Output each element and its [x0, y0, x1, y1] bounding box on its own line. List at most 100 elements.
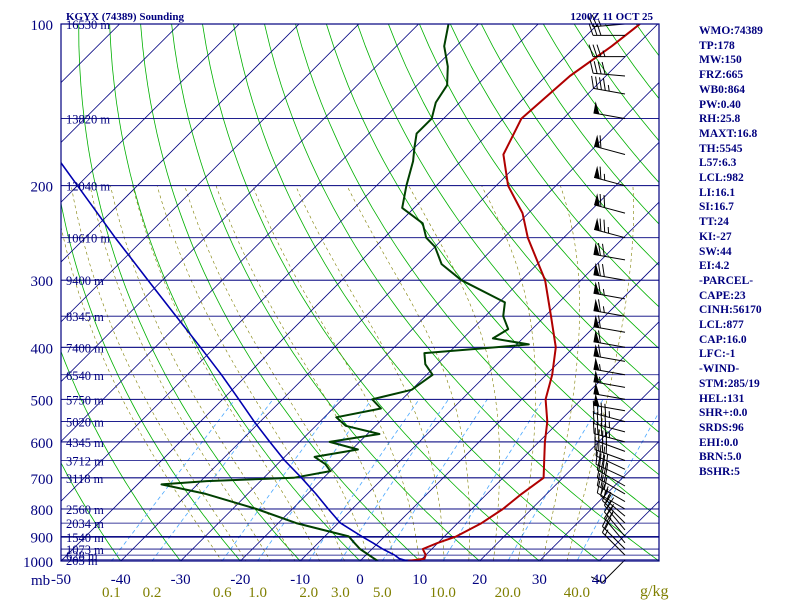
sounding-index: MAXT:16.8: [699, 127, 758, 140]
sounding-index: MW:150: [699, 54, 742, 67]
wind-barb-flag: [588, 23, 594, 36]
mixing-ratio-line: [442, 399, 544, 561]
moist-adiabat: [156, 185, 345, 561]
isotherm: [359, 261, 659, 561]
wind-barb: [593, 281, 626, 300]
isotherm: [120, 24, 659, 561]
mixing-ratio-label: 0.2: [143, 585, 162, 600]
wind-barb-flag: [598, 330, 601, 344]
temperature-tick-label: 40: [592, 572, 607, 588]
wind-barb-shaft: [604, 511, 626, 537]
sounding-index: TT:24: [699, 216, 729, 229]
sounding-index: SI:16.7: [699, 201, 734, 214]
wind-barb-pennant: [593, 344, 600, 357]
sounding-indices-panel: WMO:74389 TP:178 MW:150 FRZ:665 WB0:864 PW:0.…: [699, 24, 799, 480]
wind-barb-flag: [593, 61, 598, 74]
wind-barb-half-flag: [599, 364, 601, 371]
wind-barb-flag: [603, 461, 608, 475]
wind-barb-half-flag: [604, 529, 609, 536]
plot-frame: [60, 23, 660, 562]
wind-barb-flag: [596, 457, 601, 471]
mixing-ratio-label: 40.0: [564, 585, 590, 600]
wind-barb-shaft: [597, 492, 626, 510]
height-label: 3118 m: [66, 472, 104, 486]
wind-barb-flag: [596, 44, 602, 57]
wind-barb-flag: [595, 76, 598, 90]
wind-barb-shaft: [600, 495, 626, 517]
wind-barb-flag: [604, 403, 607, 417]
wind-barb-flag: [603, 477, 608, 490]
wind-barb-flag: [601, 514, 609, 527]
sounding-index: SHR+:0.0: [699, 407, 748, 420]
wind-barb-flag: [601, 61, 606, 75]
wind-barb: [596, 473, 626, 503]
wind-barb: [601, 514, 626, 550]
mixing-ratio-line: [110, 399, 236, 561]
height-label: 16530 m: [66, 18, 110, 32]
height-label: 6540 m: [66, 369, 104, 383]
moist-adiabat: [89, 185, 271, 561]
wind-barb-pennant: [593, 314, 600, 328]
wind-barb-flag: [592, 410, 595, 424]
wind-barb: [593, 217, 626, 239]
wind-barb-shaft: [593, 355, 626, 362]
wind-barb-flag: [600, 459, 604, 473]
wind-barb-half-flag: [609, 512, 614, 519]
pressure-tick-label: 200: [31, 180, 54, 196]
mixing-ratio-label: 1.0: [248, 585, 267, 600]
wind-barb: [593, 393, 626, 412]
wind-barb-flag: [602, 77, 606, 91]
moist-adiabat: [542, 185, 580, 561]
wind-barb-shaft: [593, 112, 626, 120]
wind-barb-flag: [602, 455, 606, 468]
wind-barb-half-flag: [602, 306, 605, 313]
wind-barb-shaft: [595, 455, 626, 470]
wind-barb-flag: [599, 135, 602, 149]
wind-barb-flag: [599, 453, 602, 467]
mixing-ratio-line: [381, 399, 488, 561]
height-label: 10610 m: [66, 232, 110, 246]
mixing-ratio-line: [308, 399, 420, 561]
pressure-tick-label: 700: [31, 472, 54, 488]
pressure-tick-label: 600: [31, 436, 54, 452]
wind-barb-flag: [600, 475, 604, 488]
temperature-tick-label: -40: [111, 572, 131, 588]
isotherm: [538, 440, 659, 561]
moist-adiabat: [61, 225, 223, 561]
wind-barb-flag: [595, 451, 598, 465]
sounding-index: HEL:131: [699, 392, 745, 405]
sounding-index: PW:0.40: [699, 98, 741, 111]
wind-barb-flag: [601, 520, 609, 533]
sounding-index: EI:4.2: [699, 260, 730, 273]
wind-barb-shaft: [594, 439, 626, 452]
wind-barb-half-flag: [607, 84, 610, 92]
wind-barb-shaft: [602, 559, 626, 583]
wind-barb: [596, 457, 626, 487]
wind-barb: [588, 44, 625, 58]
wind-barb: [593, 165, 626, 187]
mixing-ratio-label: 5.0: [373, 585, 392, 600]
wind-barb-flag: [603, 469, 608, 483]
wind-barb-pennant: [593, 101, 600, 114]
wind-barb-flag: [597, 61, 602, 75]
sounding-index: CAPE:23: [699, 289, 746, 302]
height-label: 8345 m: [66, 310, 104, 324]
isotherm: [419, 321, 659, 561]
isotherm: [61, 24, 479, 442]
wind-barb-half-flag: [598, 20, 602, 27]
dry-adiabat: [480, 24, 659, 266]
wind-barb: [591, 75, 626, 95]
wind-barb-pennant: [594, 134, 600, 148]
wind-barb-pennant: [594, 165, 600, 179]
wind-barb-shaft: [602, 532, 626, 556]
wind-barb-flag: [596, 465, 601, 478]
wind-barb-flag: [598, 299, 601, 312]
wind-barb: [593, 101, 626, 120]
wind-barb-shaft: [594, 449, 626, 461]
wind-barb-flag: [603, 195, 606, 208]
height-label: 628 m: [66, 549, 98, 563]
wind-barb: [593, 329, 626, 348]
wind-barb-flag: [598, 281, 601, 295]
isotherm: [61, 24, 180, 143]
